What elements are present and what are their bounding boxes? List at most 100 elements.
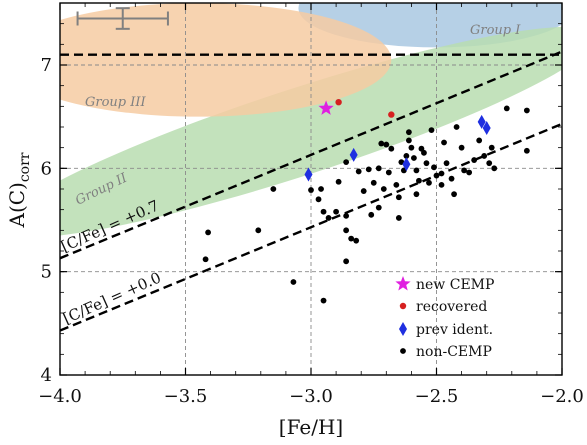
data-point — [308, 187, 314, 193]
reference-lines — [60, 50, 562, 332]
x-tick-label: −2.5 — [415, 386, 459, 407]
data-point — [402, 157, 411, 172]
y-tick-labels: 4 5 6 7 — [41, 55, 52, 386]
legend-marker-3 — [400, 348, 406, 354]
x-axis-label: [Fe/H] — [279, 415, 343, 439]
x-tick-label: −3.0 — [289, 386, 333, 407]
data-point — [428, 127, 435, 133]
data-point — [380, 186, 387, 192]
data-point — [451, 191, 457, 198]
data-point — [426, 179, 432, 186]
data-point — [290, 279, 297, 285]
data-point — [408, 144, 415, 151]
legend-label-non-cemp: non-CEMP — [416, 344, 492, 360]
group-iii-label: Group III — [85, 95, 147, 110]
x-tick-label: −2.0 — [540, 386, 584, 407]
group-ii-region — [60, 26, 562, 238]
data-point — [335, 178, 342, 185]
data-point — [403, 153, 410, 159]
data-point — [370, 179, 377, 186]
data-point — [375, 204, 382, 211]
data-point — [477, 114, 486, 129]
data-point — [461, 167, 468, 174]
data-point — [360, 188, 367, 194]
data-point — [481, 153, 488, 159]
data-point — [431, 164, 437, 171]
reference-line-1 — [60, 122, 562, 332]
data-point — [348, 235, 355, 242]
data-point — [413, 191, 420, 198]
axis-ticks — [59, 2, 563, 376]
data-points — [202, 99, 530, 304]
data-point — [443, 160, 450, 167]
legend-marker-2 — [399, 322, 407, 336]
data-point — [413, 167, 420, 174]
data-point — [395, 194, 402, 201]
y-tick-label: 6 — [41, 158, 52, 179]
legend: new CEMP recovered prev ident. non-CEMP — [395, 276, 494, 360]
series-new-cemp — [318, 100, 334, 115]
data-point — [438, 181, 445, 188]
data-point — [438, 170, 445, 177]
data-point — [304, 167, 313, 182]
data-point — [423, 160, 430, 167]
data-point — [318, 186, 324, 192]
data-point — [255, 227, 262, 234]
group-regions — [60, 3, 562, 238]
data-point — [318, 100, 334, 115]
legend-label-recovered: recovered — [416, 299, 487, 315]
data-point — [368, 211, 375, 218]
y-tick-label: 5 — [41, 262, 52, 283]
data-point — [343, 227, 350, 234]
data-point — [393, 181, 400, 188]
data-point — [333, 208, 339, 215]
legend-markers — [395, 276, 411, 354]
data-point — [448, 175, 455, 182]
data-point — [441, 139, 447, 146]
data-point — [523, 147, 530, 154]
data-point — [421, 149, 427, 156]
error-bar — [76, 7, 169, 30]
legend-label-prev-ident: prev ident. — [416, 322, 493, 338]
data-point — [476, 137, 483, 144]
data-point — [482, 121, 491, 136]
data-point — [491, 165, 498, 172]
data-point — [486, 160, 493, 167]
data-point — [383, 141, 390, 148]
data-point — [320, 297, 327, 304]
data-point — [388, 111, 395, 118]
data-point — [349, 147, 358, 162]
data-point — [395, 215, 402, 221]
y-tick-label: 7 — [41, 55, 52, 76]
legend-marker-1 — [399, 302, 407, 310]
data-point — [365, 166, 372, 173]
x-tick-label: −4.0 — [38, 386, 82, 407]
data-point — [405, 137, 412, 144]
y-axis-label-subscript: corr — [17, 152, 33, 182]
data-point — [385, 169, 392, 176]
y-tick-label: 4 — [41, 365, 52, 386]
data-point — [315, 196, 322, 203]
data-point — [416, 177, 422, 184]
reference-line-0 — [60, 50, 562, 260]
data-point — [335, 99, 342, 106]
data-point — [343, 159, 350, 166]
data-point — [471, 157, 478, 163]
data-point — [343, 258, 350, 265]
legend-label-new-cemp: new CEMP — [416, 277, 494, 293]
data-point — [353, 237, 360, 244]
series-recovered — [335, 99, 395, 118]
data-point — [433, 172, 440, 179]
data-point — [488, 144, 495, 151]
data-point — [388, 145, 395, 152]
data-point — [466, 169, 473, 176]
data-point — [523, 107, 530, 114]
data-point — [378, 140, 385, 147]
data-point — [355, 168, 362, 175]
data-point — [405, 129, 412, 136]
data-point — [325, 215, 332, 221]
y-axis-label: A(C)corr — [5, 152, 33, 228]
series-prev-ident- — [304, 114, 491, 182]
